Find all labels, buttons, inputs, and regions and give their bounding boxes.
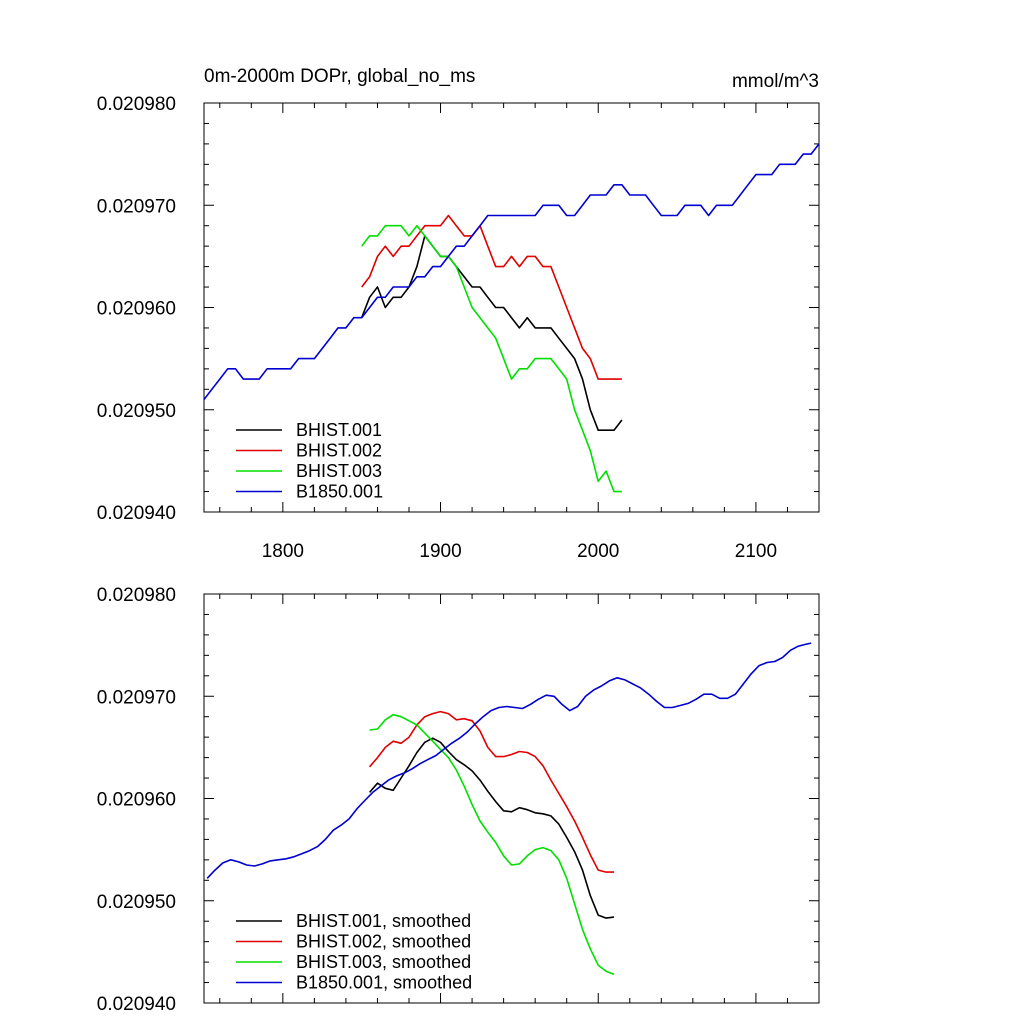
y-tick-label: 0.020960 [97,790,176,811]
legend-label: BHIST.002 [296,441,382,461]
legend-label: BHIST.002, smoothed [296,932,471,952]
x-tick-label: 1800 [262,541,304,562]
y-tick-label: 0.020940 [97,503,176,524]
y-tick-label: 0.020950 [97,401,176,422]
y-tick-label: 0.020970 [97,196,176,217]
x-tick-label: 1900 [419,541,461,562]
x-tick-label: 2000 [577,541,619,562]
y-tick-label: 0.020960 [97,299,176,320]
series-line-bhist-002 [368,710,614,873]
bottom-panel: 0.020980 0.020970 0.020960 0.020950 0.020940… [97,585,820,1015]
x-tick-label: 2100 [735,541,777,562]
series-line-b1850-001 [204,143,819,400]
y-tick-label: 0.020980 [97,94,176,115]
series-line-bhist-003 [361,224,622,493]
top-panel: 0m-2000m DOPr, global_no_ms mmol/m^3 0.0… [97,66,820,562]
legend-label: BHIST.001 [296,420,382,440]
units-label: mmol/m^3 [732,71,819,92]
chart-title: 0m-2000m DOPr, global_no_ms [204,66,475,87]
series-line-b1850-001 [206,642,812,879]
y-tick-label: 0.020980 [97,585,176,606]
series-line-bhist-001 [360,235,623,432]
y-tick-label: 0.020940 [97,994,176,1015]
legend-label: B1850.001 [296,482,383,502]
y-tick-label: 0.020950 [97,892,176,913]
legend-label: B1850.001, smoothed [296,973,472,993]
legend-label: BHIST.003, smoothed [296,952,471,972]
legend-label: BHIST.003 [296,461,382,481]
y-tick-label: 0.020970 [97,687,176,708]
series-line-bhist-002 [361,214,622,380]
series-line-bhist-003 [369,713,615,976]
series-line-bhist-001 [368,737,615,919]
legend-label: BHIST.001, smoothed [296,911,471,931]
